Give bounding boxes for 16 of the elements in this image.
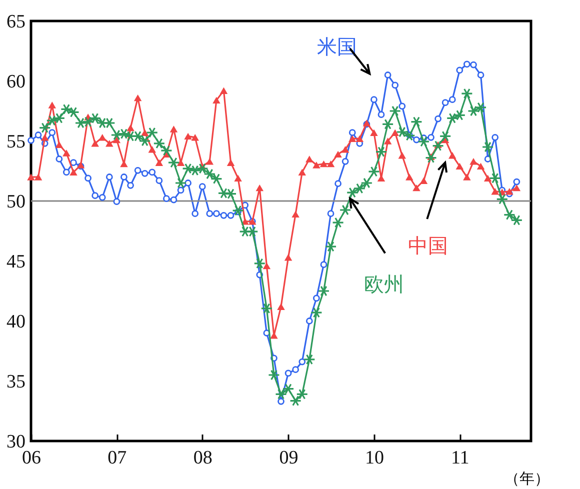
y-tick-label: 65 xyxy=(6,12,26,32)
y-tick-label: 60 xyxy=(6,72,26,92)
x-tick-label: 07 xyxy=(108,448,127,468)
x-tick-label: 08 xyxy=(193,448,212,468)
x-tick-label: 11 xyxy=(450,448,470,468)
text: 中国 xyxy=(408,234,448,258)
x-tick-label: 10 xyxy=(364,448,384,468)
series-label: 欧州 xyxy=(364,272,404,296)
y-tick-label: 35 xyxy=(6,372,26,392)
series-label: 米国 xyxy=(317,34,358,58)
x-axis-title: （年） xyxy=(504,470,550,488)
y-tick-label: 40 xyxy=(6,312,26,332)
y-tick-label: 55 xyxy=(6,132,26,152)
y-tick-label: 45 xyxy=(6,252,26,272)
y-tick-label: 50 xyxy=(6,192,26,212)
x-tick-label: 09 xyxy=(279,448,298,468)
